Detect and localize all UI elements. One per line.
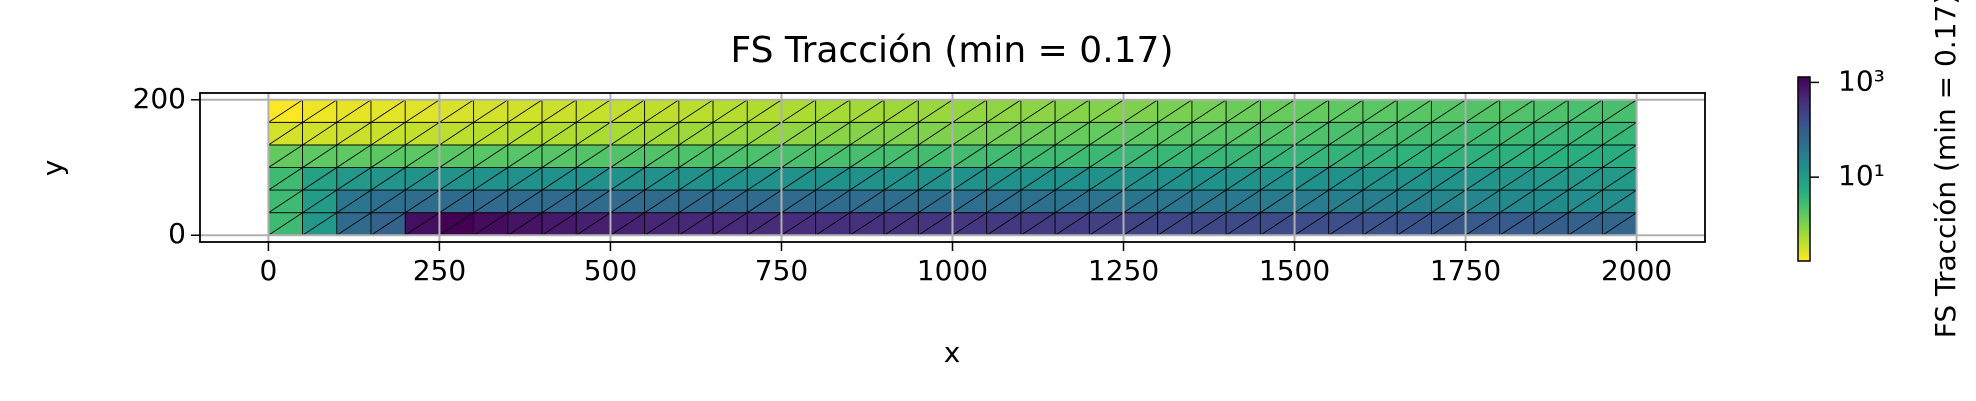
x-tick-label: 1500 bbox=[1259, 254, 1330, 287]
chart-title: FS Tracción (min = 0.17) bbox=[731, 30, 1174, 71]
colorbar-label: FS Tracción (min = 0.17) bbox=[1929, 0, 1962, 338]
x-tick-label: 0 bbox=[259, 254, 277, 287]
x-tick-label: 250 bbox=[413, 254, 466, 287]
axes-frame bbox=[199, 92, 1706, 243]
colorbar-tick-label: 10³ bbox=[1838, 64, 1885, 97]
x-tick-label: 1250 bbox=[1088, 254, 1159, 287]
y-tick-label: 0 bbox=[168, 217, 186, 250]
x-axis-label: x bbox=[944, 336, 961, 369]
y-axis-label: y bbox=[36, 160, 69, 177]
x-tick-label: 2000 bbox=[1601, 254, 1672, 287]
y-tick-label: 200 bbox=[133, 82, 186, 115]
colorbar-tick-label: 10¹ bbox=[1838, 159, 1885, 192]
x-tick-label: 1000 bbox=[917, 254, 988, 287]
colorbar bbox=[1797, 76, 1811, 262]
x-tick-label: 1750 bbox=[1430, 254, 1501, 287]
x-tick-label: 750 bbox=[755, 254, 808, 287]
x-tick-label: 500 bbox=[584, 254, 637, 287]
